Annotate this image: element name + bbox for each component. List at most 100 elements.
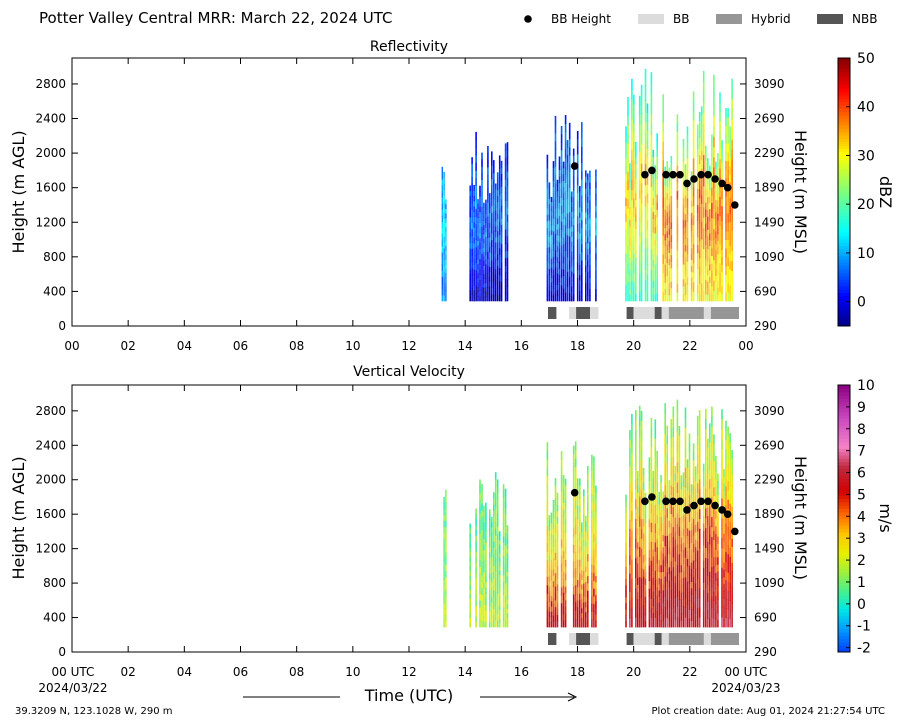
echo-cell bbox=[487, 223, 489, 231]
echo-cell bbox=[700, 186, 703, 196]
colorbar-step bbox=[838, 61, 850, 66]
echo-cell bbox=[644, 163, 647, 175]
echo-cell bbox=[560, 459, 563, 468]
echo-cell bbox=[690, 289, 693, 296]
echo-cell bbox=[631, 99, 633, 110]
echo-cell bbox=[441, 221, 443, 229]
echo-cell bbox=[581, 170, 583, 180]
colorbar-step bbox=[838, 98, 850, 103]
echo-cell bbox=[711, 240, 713, 249]
echo-cell bbox=[682, 549, 685, 557]
echo-cell bbox=[646, 202, 649, 212]
echo-cell bbox=[556, 535, 559, 542]
echo-cell bbox=[494, 620, 497, 628]
echo-cell bbox=[709, 276, 711, 283]
echo-cell bbox=[548, 182, 551, 189]
echo-cell bbox=[471, 274, 473, 282]
echo-cell bbox=[494, 231, 497, 238]
echo-cell bbox=[558, 228, 561, 236]
echo-cell bbox=[727, 187, 729, 197]
echo-cell bbox=[550, 522, 553, 529]
echo-cell bbox=[498, 254, 501, 262]
echo-cell bbox=[684, 226, 687, 233]
echo-cell bbox=[585, 194, 587, 201]
echo-cell bbox=[469, 295, 471, 302]
echo-cell bbox=[702, 567, 705, 576]
echo-cell bbox=[721, 409, 723, 420]
echo-cell bbox=[650, 598, 653, 609]
echo-cell bbox=[725, 495, 727, 506]
echo-cell bbox=[475, 247, 477, 256]
echo-cell bbox=[498, 587, 501, 593]
echo-cell bbox=[481, 536, 483, 543]
echo-cell bbox=[548, 596, 551, 602]
echo-cell bbox=[664, 484, 666, 496]
echo-cell bbox=[725, 134, 727, 144]
echo-cell bbox=[445, 259, 447, 265]
echo-cell bbox=[642, 561, 645, 570]
bb-height-point bbox=[570, 488, 579, 497]
echo-cell bbox=[558, 274, 561, 282]
echo-cell bbox=[579, 191, 581, 197]
echo-cell bbox=[692, 291, 695, 302]
echo-cell bbox=[640, 597, 643, 608]
echo-cell bbox=[709, 451, 711, 461]
echo-cell bbox=[546, 492, 549, 502]
echo-cell bbox=[666, 212, 668, 219]
echo-interval bbox=[662, 71, 733, 302]
right-y-tick-label: 1090 bbox=[754, 250, 785, 264]
echo-cell bbox=[485, 277, 487, 283]
echo-cell bbox=[700, 133, 703, 143]
echo-cell bbox=[664, 221, 666, 229]
echo-cell bbox=[566, 198, 569, 207]
echo-cell bbox=[627, 245, 629, 255]
colorbar-step bbox=[838, 84, 850, 89]
echo-cell bbox=[554, 478, 557, 486]
echo-cell bbox=[625, 603, 627, 610]
echo-interval bbox=[469, 131, 509, 302]
echo-cell bbox=[552, 275, 555, 283]
echo-cell bbox=[546, 568, 549, 577]
echo-cell bbox=[644, 560, 647, 567]
echo-cell bbox=[715, 161, 717, 169]
echo-cell bbox=[576, 572, 579, 581]
echo-cell bbox=[562, 256, 565, 264]
echo-cell bbox=[676, 565, 679, 576]
echo-cell bbox=[483, 278, 485, 284]
echo-cell bbox=[483, 588, 485, 595]
colorbar-step bbox=[838, 641, 850, 646]
echo-cell bbox=[550, 548, 553, 555]
echo-cell bbox=[627, 171, 629, 181]
echo-cell bbox=[627, 124, 629, 135]
echo-cell bbox=[635, 410, 637, 421]
bb-height-point bbox=[641, 497, 649, 506]
echo-cell bbox=[670, 274, 673, 282]
echo-cell bbox=[469, 561, 471, 567]
echo-cell bbox=[654, 282, 657, 289]
echo-cell bbox=[668, 192, 671, 199]
echo-cell bbox=[562, 224, 565, 232]
echo-cell bbox=[568, 292, 571, 302]
echo-cell bbox=[684, 276, 687, 283]
echo-cell bbox=[485, 264, 487, 270]
echo-cell bbox=[672, 406, 675, 417]
echo-cell bbox=[707, 481, 709, 491]
echo-cell bbox=[690, 516, 693, 524]
echo-cell bbox=[485, 615, 487, 622]
echo-cell bbox=[652, 232, 655, 240]
echo-cell bbox=[562, 180, 565, 188]
echo-cell bbox=[481, 510, 483, 517]
colorbar-frame bbox=[837, 57, 851, 327]
echo-cell bbox=[638, 142, 641, 153]
echo-cell bbox=[548, 550, 551, 557]
echo-cell bbox=[564, 600, 567, 608]
echo-cell bbox=[445, 514, 447, 522]
echo-cell bbox=[664, 413, 666, 424]
echo-cell bbox=[493, 294, 495, 302]
echo-cell bbox=[668, 222, 671, 229]
echo-cell bbox=[654, 523, 657, 533]
echo-cell bbox=[502, 555, 505, 563]
colorbar-tick-label: 0 bbox=[857, 295, 866, 311]
echo-cell bbox=[672, 536, 675, 548]
colorbar-step bbox=[838, 635, 850, 640]
